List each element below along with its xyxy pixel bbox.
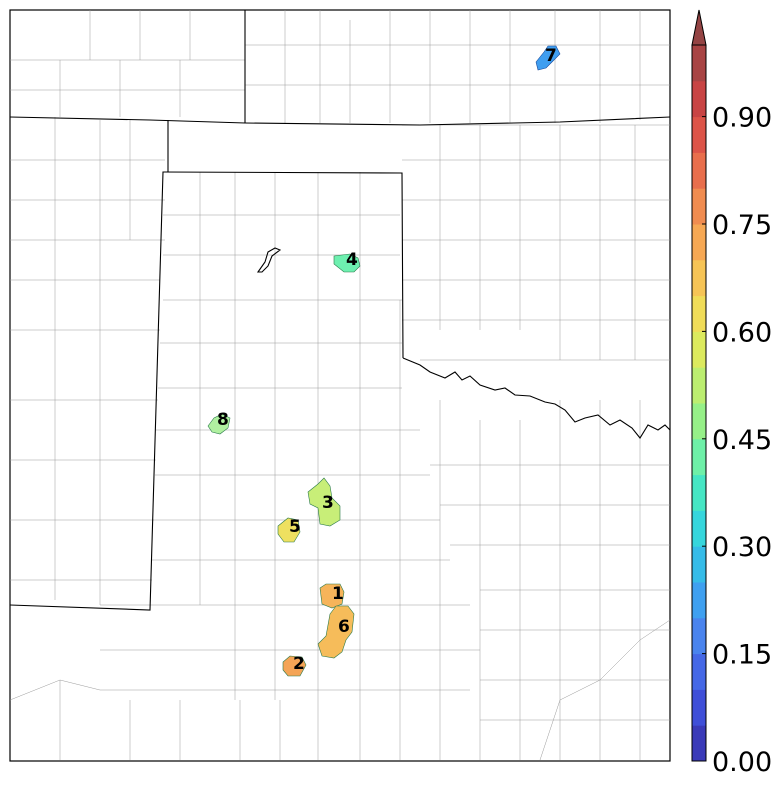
colorbar-segment — [692, 45, 706, 82]
colorbar-segment — [692, 188, 706, 225]
storm-cell-5[interactable] — [277, 517, 301, 543]
colorbar-segment — [692, 438, 706, 476]
storm-cell-7[interactable] — [535, 45, 561, 71]
cell-label-5: 5 — [289, 517, 301, 537]
cell-label-8: 8 — [217, 410, 229, 430]
colorbar-segment — [692, 152, 706, 189]
colorbar-tick-label: 0.75 — [712, 210, 772, 241]
cell-label-6: 6 — [338, 617, 350, 637]
colorbar-segment — [692, 367, 706, 404]
cell-label-4: 4 — [346, 250, 358, 270]
colorbar-tick-label: 0.15 — [712, 640, 772, 671]
storm-cell-8[interactable] — [207, 413, 231, 435]
colorbar-tick-label: 0.90 — [712, 103, 772, 134]
cell-label-7: 7 — [545, 46, 557, 66]
colorbar: 0.00 0.15 0.30 0.45 0.60 0.75 0.90 — [691, 9, 772, 778]
colorbar-segment — [692, 116, 706, 153]
colorbar-segment — [692, 295, 706, 332]
county-lines — [9, 10, 671, 761]
colorbar-ticks: 0.00 0.15 0.30 0.45 0.60 0.75 0.90 — [702, 103, 772, 778]
colorbar-tick-label: 0.60 — [712, 317, 772, 348]
colorbar-extend-arrow — [691, 9, 707, 46]
colorbar-segment — [692, 331, 706, 368]
cell-label-1: 1 — [332, 584, 344, 604]
panhandle-border — [162, 171, 404, 359]
colorbar-segments — [692, 45, 706, 762]
cell-labels: 1 2 3 4 5 6 7 8 — [217, 46, 557, 674]
colorbar-segment — [692, 224, 706, 261]
colorbar-segment — [692, 510, 706, 547]
storm-cell-4[interactable] — [333, 253, 361, 273]
colorbar-segment — [692, 474, 706, 511]
lake-outline — [256, 247, 282, 273]
cell-label-2: 2 — [293, 654, 305, 674]
colorbar-segment — [692, 653, 706, 690]
colorbar-segment — [692, 689, 706, 726]
storm-cells — [207, 45, 561, 677]
storm-cell-1[interactable] — [319, 583, 345, 609]
colorbar-segment — [692, 259, 706, 297]
colorbar-tick-label: 0.00 — [712, 747, 772, 778]
colorbar-tick-label: 0.45 — [712, 425, 772, 456]
cell-label-3: 3 — [322, 493, 334, 513]
colorbar-tick-label: 0.30 — [712, 532, 772, 563]
colorbar-segment — [692, 582, 706, 619]
river-border — [402, 357, 671, 439]
state-lines — [9, 10, 671, 611]
colorbar-segment — [692, 617, 706, 655]
colorbar-segment — [692, 403, 706, 440]
storm-cell-6[interactable] — [317, 605, 355, 659]
colorbar-segment — [692, 80, 706, 118]
storm-cell-3[interactable] — [307, 477, 341, 527]
colorbar-outline — [691, 44, 707, 762]
state-border-north — [9, 116, 671, 126]
colorbar-segment — [692, 546, 706, 583]
colorbar-segment — [692, 725, 706, 762]
storm-cell-2[interactable] — [282, 655, 307, 677]
